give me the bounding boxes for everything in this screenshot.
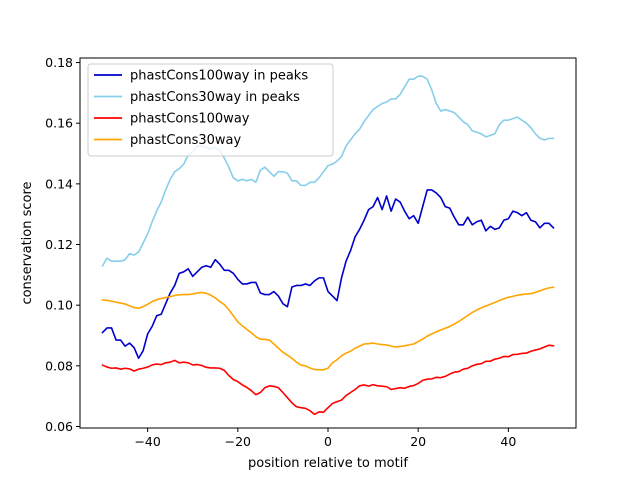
y-tick-label: 0.06: [45, 419, 73, 434]
legend-label-phastcons30way-in-peaks: phastCons30way in peaks: [130, 90, 300, 105]
y-tick-label: 0.14: [45, 176, 73, 191]
series-line-phastcons100way: [101, 344, 555, 416]
plot-lines: [101, 75, 555, 416]
legend-label-phastcons100way: phastCons100way: [130, 112, 250, 127]
y-tick-label: 0.12: [45, 237, 73, 252]
y-tick-label: 0.18: [45, 55, 73, 70]
x-tick-label: 0: [324, 434, 332, 449]
y-axis-ticks: 0.06 0.08 0.10 0.12 0.14 0.16 0.18: [45, 55, 80, 434]
legend-box: [87, 63, 334, 157]
x-tick-label: 20: [410, 434, 426, 449]
y-tick-label: 0.16: [45, 116, 73, 131]
x-tick-label: −20: [225, 434, 251, 449]
legend-label-phastcons100way-in-peaks: phastCons100way in peaks: [130, 69, 308, 84]
y-tick-label: 0.08: [45, 358, 73, 373]
y-tick-label: 0.10: [45, 298, 73, 313]
y-axis-label: conservation score: [20, 181, 35, 304]
series-line-phastcons30way: [101, 286, 555, 371]
legend: phastCons100way in peaks phastCons30way i…: [87, 63, 334, 157]
x-axis-label: position relative to motif: [248, 456, 408, 471]
legend-label-phastcons30way: phastCons30way: [130, 133, 242, 148]
series-line-phastcons100way-in-peaks: [101, 189, 555, 360]
x-tick-label: −40: [134, 434, 160, 449]
x-axis-ticks: −40 −20 0 20 40: [134, 428, 516, 449]
x-tick-label: 40: [500, 434, 516, 449]
series-line-phastcons30way-in-peaks: [101, 75, 555, 267]
legend-entries: phastCons100way in peaks phastCons30way i…: [94, 69, 308, 148]
